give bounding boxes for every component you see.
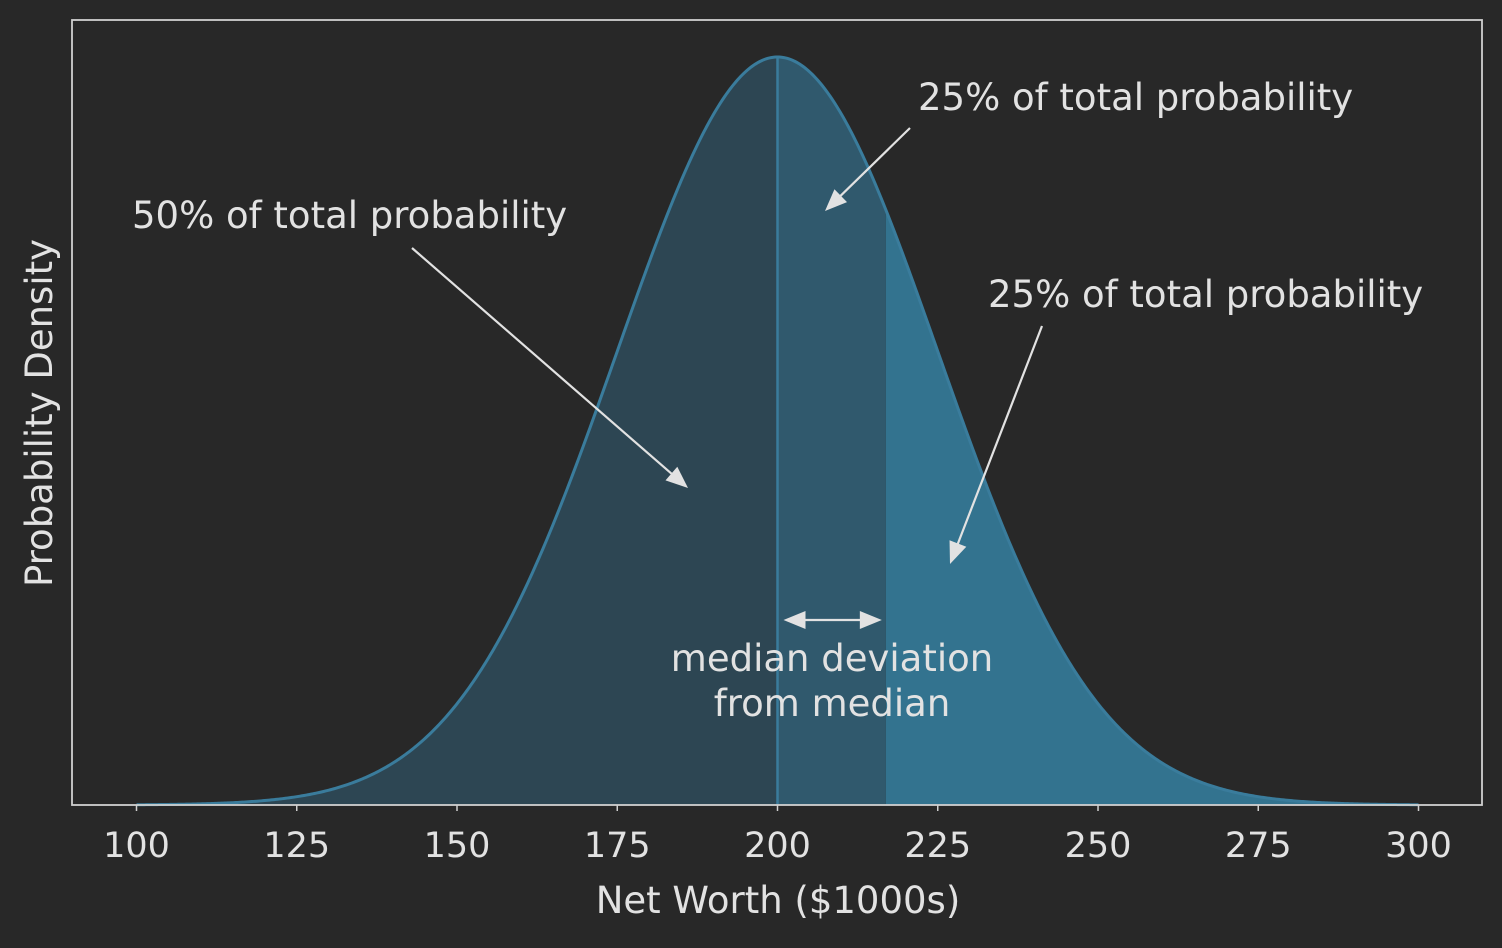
arrow-25-percent-right-shaft — [955, 325, 1044, 548]
x-tick-label: 175 — [584, 826, 651, 866]
y-axis-title: Probability Density — [18, 239, 61, 587]
x-tick: 125 — [263, 805, 330, 866]
x-tick-label: 150 — [424, 826, 491, 866]
x-tick-label: 300 — [1385, 826, 1452, 866]
arrow-50-percent-head — [665, 466, 688, 488]
annotation-25-percent-mid: 25% of total probability — [918, 76, 1353, 119]
x-tick: 200 — [744, 805, 811, 866]
x-tick: 300 — [1385, 805, 1452, 866]
x-tick: 275 — [1225, 805, 1292, 866]
annotation-arrows — [411, 127, 1044, 629]
arrow-50-percent-shaft — [411, 247, 676, 478]
x-tick-label: 200 — [744, 826, 811, 866]
x-tick-label: 125 — [263, 826, 330, 866]
arrow-median-deviation-head — [859, 611, 882, 629]
x-tick-label: 250 — [1065, 826, 1132, 866]
x-tick-label: 275 — [1225, 826, 1292, 866]
arrow-25-percent-mid-shaft — [837, 127, 911, 200]
x-tick: 150 — [424, 805, 491, 866]
annotation-median-deviation-line2: from median — [714, 682, 951, 725]
x-tick: 250 — [1065, 805, 1132, 866]
annotation-median-deviation-line1: median deviation — [671, 637, 993, 680]
x-tick: 175 — [584, 805, 651, 866]
region-above-deviation — [885, 209, 1419, 806]
arrow-25-percent-mid-head — [825, 189, 848, 211]
arrow-25-percent-right-head — [949, 540, 967, 564]
x-tick: 225 — [904, 805, 971, 866]
annotation-25-percent-right: 25% of total probability — [988, 273, 1423, 316]
x-tick-label: 225 — [904, 826, 971, 866]
density-curve — [136, 55, 1419, 807]
x-tick-label: 100 — [103, 826, 170, 866]
x-axis-title: Net Worth ($1000s) — [596, 879, 961, 922]
annotation-50-percent: 50% of total probability — [132, 194, 567, 237]
x-tick: 100 — [103, 805, 170, 866]
arrow-median-deviation-head-start — [783, 611, 806, 629]
x-axis-ticks: 100 125 150 175 200 225 250 275 300 — [103, 805, 1452, 866]
region-below-median — [136, 57, 778, 805]
